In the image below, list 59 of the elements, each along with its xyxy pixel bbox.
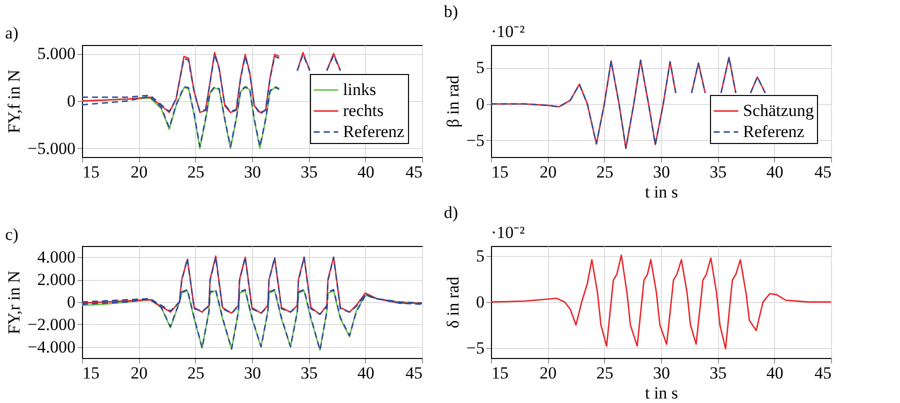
y-tick-label: −5.000 [28,138,76,158]
y-tick-label: 4.000 [37,248,76,267]
x-tick-label: 20 [540,364,557,382]
x-tick-label: 40 [357,162,374,182]
x-tick-label: 45 [406,364,422,382]
x-tick-label: 45 [814,364,832,382]
y-tick-label: 5 [476,246,484,266]
x-tick-label: 15 [492,364,508,382]
legend-label: Referenz [343,122,405,141]
legend-label: links [343,80,376,99]
y-axis-title: δ in rad [443,276,462,328]
y-tick-label: −2.000 [28,314,76,334]
y-tick-label: 0 [476,292,484,312]
x-tick-label: 25 [596,364,614,382]
x-tick-label: 35 [710,364,727,382]
chart-title: b) [444,2,458,21]
x-tick-label: 25 [187,364,204,382]
x-tick-label: 15 [82,162,100,182]
legend-label: Referenz [743,122,805,141]
chart-title: c) [5,225,18,244]
legend-label: Schätzung [743,101,814,120]
x-tick-label: 40 [766,162,784,182]
x-axis-title: t in s [644,384,678,402]
x-tick-label: 20 [130,364,148,382]
x-tick-label: 30 [244,364,261,382]
x-tick-label: 25 [187,162,204,182]
x-tick-label: 20 [130,162,148,182]
legend-label: rechts [343,101,384,120]
x-tick-label: 30 [653,162,670,182]
x-tick-label: 45 [814,162,832,182]
y-tick-label: −5 [466,338,484,358]
chart-title: d) [444,203,458,222]
text: ·10⁻² [491,223,525,242]
x-tick-label: 30 [244,162,261,182]
y-axis-title: FY,f in N [4,70,24,134]
x-tick-label: 15 [492,162,508,182]
x-tick-label: 40 [357,364,374,382]
y-tick-label: 0 [67,92,76,110]
chart-title: a) [5,24,18,43]
x-tick-label: 35 [300,364,318,382]
y-axis-title: FY,r in N [4,270,24,334]
x-axis-title: t in s [644,182,678,202]
x-tick-label: 35 [710,162,727,182]
y-tick-label: 0 [476,94,484,114]
x-tick-label: 25 [596,162,614,182]
y-tick-label: −5 [466,130,484,150]
y-tick-label: 0 [67,292,76,312]
y-axis-title: β in rad [443,74,462,128]
text: ·10⁻² [491,22,525,41]
x-tick-label: 35 [300,162,318,182]
y-tick-label: 5.000 [37,44,76,64]
x-tick-label: 15 [82,364,100,382]
x-tick-label: 20 [540,162,557,182]
y-tick-label: −4.000 [28,337,76,356]
x-tick-label: 45 [406,162,422,182]
y-tick-label: 5 [476,58,484,78]
x-tick-label: 40 [766,364,784,382]
y-tick-label: 2.000 [37,270,76,290]
x-tick-label: 30 [653,364,670,382]
